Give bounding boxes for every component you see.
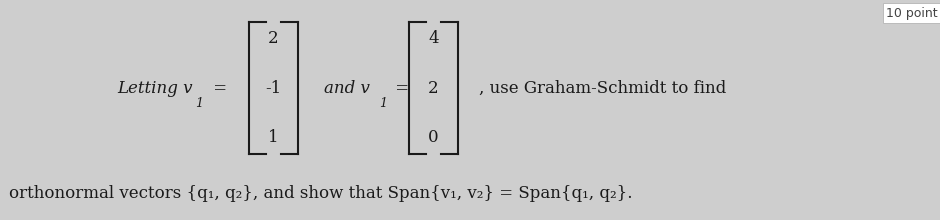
Text: Letting v: Letting v	[118, 79, 193, 97]
Text: 2: 2	[428, 79, 439, 97]
Text: and v: and v	[324, 79, 370, 97]
Text: 1: 1	[196, 97, 204, 110]
Text: , use Graham-Schmidt to find: , use Graham-Schmidt to find	[479, 79, 727, 97]
Text: 0: 0	[428, 129, 439, 146]
Text: 2: 2	[268, 30, 279, 47]
Text: 10 point: 10 point	[886, 7, 938, 20]
Text: =: =	[208, 79, 227, 97]
Text: 1: 1	[268, 129, 279, 146]
Text: orthonormal vectors {q₁, q₂}, and show that Span{v₁, v₂} = Span{q₁, q₂}.: orthonormal vectors {q₁, q₂}, and show t…	[9, 185, 633, 202]
Text: 4: 4	[428, 30, 439, 47]
Text: =: =	[390, 79, 409, 97]
Text: -1: -1	[265, 79, 282, 97]
Text: 1: 1	[379, 97, 387, 110]
